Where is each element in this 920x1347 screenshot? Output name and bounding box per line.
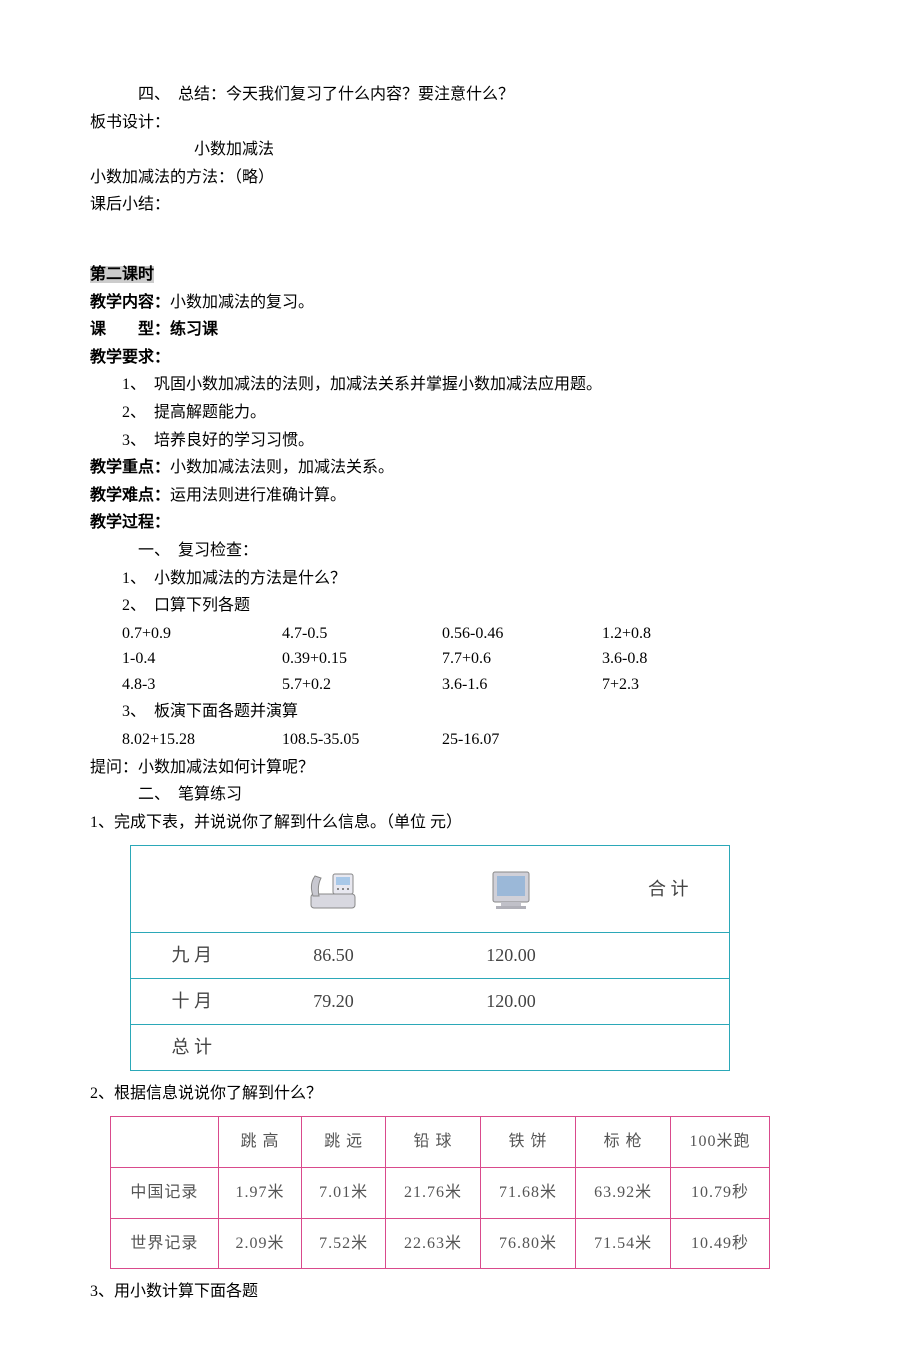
- content-label: 教学内容：: [90, 294, 170, 311]
- calc-cell: 5.7+0.2: [282, 672, 442, 698]
- total-header: 合 计: [608, 846, 730, 933]
- row-label: 世界记录: [111, 1218, 219, 1269]
- lesson-type: 课 型：练习课: [90, 317, 830, 343]
- requirements-label: 教学要求：: [90, 345, 830, 371]
- calc-cell: 0.56-0.46: [442, 621, 602, 647]
- teaching-content: 教学内容：小数加减法的复习。: [90, 290, 830, 316]
- after-class-summary: 课后小结：: [90, 192, 830, 218]
- cell-value: 22.63米: [385, 1218, 480, 1269]
- s1-q1: 1、 小数加减法的方法是什么？: [90, 566, 830, 592]
- col-header: 跳 远: [302, 1117, 386, 1168]
- cell-value: 10.79秒: [671, 1168, 770, 1219]
- diff-label: 教学难点：: [90, 487, 170, 504]
- col-header: 100米跑: [671, 1117, 770, 1168]
- calc-cell: 1-0.4: [122, 646, 282, 672]
- cell-value: 76.80米: [481, 1218, 576, 1269]
- section-1-heading: 一、 复习检查：: [90, 538, 830, 564]
- calc-cell: 7+2.3: [602, 672, 762, 698]
- s2-q3: 3、用小数计算下面各题: [90, 1279, 830, 1305]
- cell-value: 63.92米: [576, 1168, 671, 1219]
- teaching-difficulty: 教学难点：运用法则进行准确计算。: [90, 483, 830, 509]
- cell-value: 120.00: [414, 979, 607, 1025]
- tv-icon: [481, 864, 541, 914]
- table-row: 世界记录 2.09米 7.52米 22.63米 76.80米 71.54米 10…: [111, 1218, 770, 1269]
- calc-cell: 3.6-0.8: [602, 646, 762, 672]
- table-header-row: 跳 高 跳 远 铅 球 铁 饼 标 枪 100米跑: [111, 1117, 770, 1168]
- sports-records-table: 跳 高 跳 远 铅 球 铁 饼 标 枪 100米跑 中国记录 1.97米 7.0…: [110, 1116, 770, 1269]
- table-row: 总 计: [131, 1025, 730, 1071]
- lesson-2-title-text: 第二课时: [90, 266, 154, 283]
- req-3: 3、 培养良好的学习习惯。: [90, 428, 830, 454]
- s1-q2: 2、 口算下列各题: [90, 593, 830, 619]
- s1-prompt: 提问：小数加减法如何计算呢？: [90, 755, 830, 781]
- cell-value: 7.01米: [302, 1168, 386, 1219]
- diff-value: 运用法则进行准确计算。: [170, 487, 346, 504]
- calc-cell: 4.7-0.5: [282, 621, 442, 647]
- req-2: 2、 提高解题能力。: [90, 400, 830, 426]
- cell-value: 120.00: [414, 933, 607, 979]
- focus-label: 教学重点：: [90, 459, 170, 476]
- row-label: 总 计: [131, 1025, 253, 1071]
- calc-cell: 8.02+15.28: [122, 727, 282, 753]
- board-design-label: 板书设计：: [90, 110, 830, 136]
- blank-header: [111, 1117, 219, 1168]
- cell-value: 71.68米: [481, 1168, 576, 1219]
- calc2-row: 8.02+15.28 108.5-35.05 25-16.07: [90, 727, 830, 753]
- section-2-heading: 二、 笔算练习: [90, 782, 830, 808]
- calc-cell: 7.7+0.6: [442, 646, 602, 672]
- cell-value: 79.20: [252, 979, 414, 1025]
- row-label: 中国记录: [111, 1168, 219, 1219]
- cell-blank: [414, 1025, 607, 1071]
- col-header: 跳 高: [218, 1117, 302, 1168]
- cell-value: 10.49秒: [671, 1218, 770, 1269]
- cell-value: 1.97米: [218, 1168, 302, 1219]
- expense-table: 合 计 九 月 86.50 120.00 十 月 79.20 120.00 总 …: [130, 845, 730, 1070]
- col-header: 铁 饼: [481, 1117, 576, 1168]
- row-label: 十 月: [131, 979, 253, 1025]
- calc-cell: 4.8-3: [122, 672, 282, 698]
- table-row: 中国记录 1.97米 7.01米 21.76米 71.68米 63.92米 10…: [111, 1168, 770, 1219]
- s1-q3: 3、 板演下面各题并演算: [90, 699, 830, 725]
- calc-cell: 3.6-1.6: [442, 672, 602, 698]
- telephone-header: [252, 846, 414, 933]
- calc-cell: 0.39+0.15: [282, 646, 442, 672]
- calc-row-2: 1-0.4 0.39+0.15 7.7+0.6 3.6-0.8: [90, 646, 830, 672]
- cell-value: 21.76米: [385, 1168, 480, 1219]
- calc-cell: 108.5-35.05: [282, 727, 442, 753]
- cell-blank: [608, 979, 730, 1025]
- s2-q2: 2、根据信息说说你了解到什么？: [90, 1081, 830, 1107]
- table-row: 九 月 86.50 120.00: [131, 933, 730, 979]
- calc-row-3: 4.8-3 5.7+0.2 3.6-1.6 7+2.3: [90, 672, 830, 698]
- calc-row-1: 0.7+0.9 4.7-0.5 0.56-0.46 1.2+0.8: [90, 621, 830, 647]
- cell-value: 71.54米: [576, 1218, 671, 1269]
- table-header-row: 合 计: [131, 846, 730, 933]
- col-header: 标 枪: [576, 1117, 671, 1168]
- summary-line: 四、 总结：今天我们复习了什么内容？要注意什么？: [90, 82, 830, 108]
- cell-blank: [252, 1025, 414, 1071]
- req-1: 1、 巩固小数加减法的法则，加减法关系并掌握小数加减法应用题。: [90, 372, 830, 398]
- calc-cell: 25-16.07: [442, 727, 602, 753]
- board-title: 小数加减法: [90, 137, 830, 163]
- table-row: 十 月 79.20 120.00: [131, 979, 730, 1025]
- method-line: 小数加减法的方法：（略）: [90, 165, 830, 191]
- cell-blank: [608, 1025, 730, 1071]
- cell-value: 7.52米: [302, 1218, 386, 1269]
- content-value: 小数加减法的复习。: [170, 294, 314, 311]
- telephone-icon: [303, 864, 363, 914]
- row-label: 九 月: [131, 933, 253, 979]
- tv-header: [414, 846, 607, 933]
- s2-q1: 1、完成下表，并说说你了解到什么信息。（单位 元）: [90, 810, 830, 836]
- teaching-focus: 教学重点：小数加减法法则，加减法关系。: [90, 455, 830, 481]
- lesson-2-title: 第二课时: [90, 262, 830, 288]
- calc-cell: 1.2+0.8: [602, 621, 762, 647]
- cell-blank: [608, 933, 730, 979]
- cell-value: 86.50: [252, 933, 414, 979]
- focus-value: 小数加减法法则，加减法关系。: [170, 459, 394, 476]
- blank-header: [131, 846, 253, 933]
- process-label: 教学过程：: [90, 510, 830, 536]
- calc-cell: 0.7+0.9: [122, 621, 282, 647]
- col-header: 铅 球: [385, 1117, 480, 1168]
- cell-value: 2.09米: [218, 1218, 302, 1269]
